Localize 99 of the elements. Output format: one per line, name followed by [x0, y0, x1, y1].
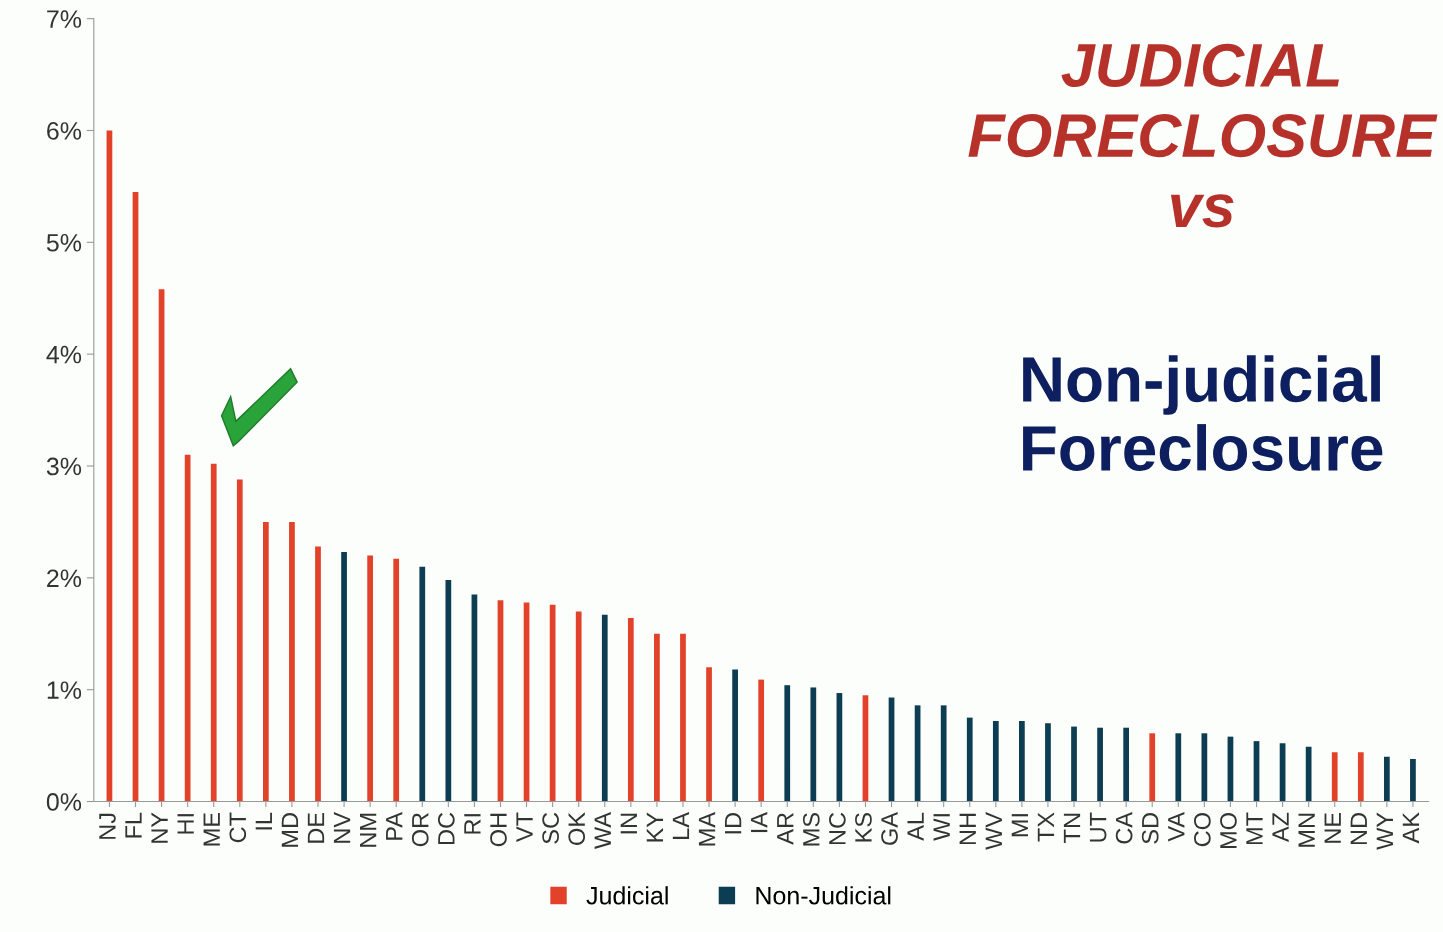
x-tick-label: IN: [620, 813, 637, 834]
text: Non-judicial Foreclosure: [1023, 355, 1383, 472]
x-tick-label: MO: [1220, 813, 1237, 849]
x-tick-label: ID: [724, 813, 742, 834]
bar: [445, 580, 452, 802]
x-tick-label: AR: [777, 813, 794, 845]
x-tick-label: UT: [1089, 812, 1107, 842]
text: JUDICIAL FORECLOSURE vs: [968, 43, 1438, 228]
x-tick-label: NV: [333, 812, 351, 843]
x-tick-label: AK: [1402, 812, 1420, 844]
bar: [184, 454, 191, 802]
bar: [1149, 733, 1156, 802]
x-tick-label: WI: [933, 814, 950, 841]
x-tick-label: PA: [386, 811, 403, 840]
x-tick-label: ND: [1350, 813, 1367, 845]
x-tick-label: SC: [542, 812, 559, 844]
y-tick-label: 2%: [47, 569, 82, 588]
x-tick-label: ME: [203, 812, 220, 846]
bar: [654, 633, 660, 802]
legend-label: Judicial: [586, 886, 668, 905]
bar: [758, 679, 765, 802]
bar: [1097, 727, 1103, 802]
x-tick-label: WA: [594, 811, 611, 849]
x-tick-label: NE: [1324, 812, 1341, 843]
x-tick-label: MN: [1298, 813, 1315, 847]
x-tick-label: CO: [1193, 813, 1211, 847]
bar: [966, 717, 973, 802]
bar: [1019, 721, 1025, 802]
bar: [262, 521, 269, 802]
x-tick-label: NC: [829, 812, 846, 845]
x-tick-label: MA: [698, 811, 716, 846]
x-tick-label: VA: [1168, 811, 1185, 842]
y-tick-label: 4%: [46, 345, 82, 364]
bar: [784, 685, 791, 802]
bar: [289, 521, 295, 802]
x-tick-label: MI: [1011, 814, 1028, 837]
y-tick-label: 0%: [46, 793, 82, 811]
legend-label: Non-Judicial: [756, 886, 891, 905]
x-tick-label: AL: [907, 812, 924, 841]
bar: [1410, 759, 1416, 802]
bar: [1045, 723, 1051, 802]
x-tick-label: HI: [177, 814, 194, 834]
x-tick-label: NM: [360, 813, 377, 847]
x-tick-label: DC: [437, 812, 455, 845]
bar: [1357, 752, 1364, 802]
x-tick-label: GA: [881, 811, 898, 845]
bar: [992, 721, 999, 802]
y-tick-label: 6%: [47, 122, 82, 140]
y-tick-label: 7%: [47, 10, 82, 28]
x-tick-label: OK: [568, 812, 586, 845]
bar: [575, 611, 582, 802]
x-tick-label: NH: [959, 813, 976, 845]
bar: [393, 558, 400, 802]
bar: [236, 479, 243, 802]
bar: [627, 618, 634, 802]
y-tick-label: 1%: [47, 681, 82, 699]
x-tick-label: KS: [855, 813, 872, 842]
bar: [210, 463, 217, 802]
bar: [1071, 726, 1077, 802]
y-tick-label: 3%: [46, 457, 82, 476]
x-tick-label: LA: [672, 811, 690, 839]
x-tick-label: OR: [411, 813, 429, 847]
x-tick-label: NJ: [99, 813, 116, 839]
bar: [1305, 746, 1312, 802]
y-tick-label: 5%: [46, 234, 82, 252]
bar: [1123, 727, 1130, 802]
bar: [341, 552, 347, 802]
x-tick-label: SD: [1141, 813, 1159, 844]
x-tick-label: WY: [1376, 812, 1393, 850]
x-tick-label: AZ: [1272, 812, 1289, 843]
bar: [1383, 756, 1390, 802]
x-tick-label: RI: [464, 814, 481, 834]
x-tick-label: FL: [125, 812, 142, 838]
bar: [367, 555, 373, 802]
x-tick-label: CA: [1115, 811, 1133, 844]
x-tick-label: MT: [1246, 812, 1263, 845]
x-tick-label: WV: [985, 812, 1002, 850]
bar: [706, 667, 712, 802]
x-tick-label: TN: [1063, 813, 1081, 843]
x-tick-label: CT: [229, 812, 247, 843]
bar: [732, 669, 738, 802]
x-tick-label: VT: [516, 812, 533, 842]
x-tick-label: IL: [255, 812, 272, 830]
bar: [419, 566, 426, 802]
x-tick-label: MD: [281, 813, 299, 847]
bar: [1331, 752, 1338, 802]
bar: [601, 614, 608, 802]
x-tick-label: IA: [751, 811, 768, 833]
bar: [315, 546, 321, 802]
bar: [1175, 733, 1182, 802]
bar: [810, 687, 817, 802]
x-tick-label: MS: [802, 813, 820, 846]
x-tick-label: DE: [307, 812, 325, 843]
x-tick-label: KY: [646, 812, 664, 842]
bar: [680, 633, 686, 802]
x-tick-label: TX: [1037, 812, 1055, 842]
bar: [940, 705, 947, 802]
x-tick-label: OH: [490, 813, 507, 847]
x-tick-label: NY: [151, 812, 168, 843]
